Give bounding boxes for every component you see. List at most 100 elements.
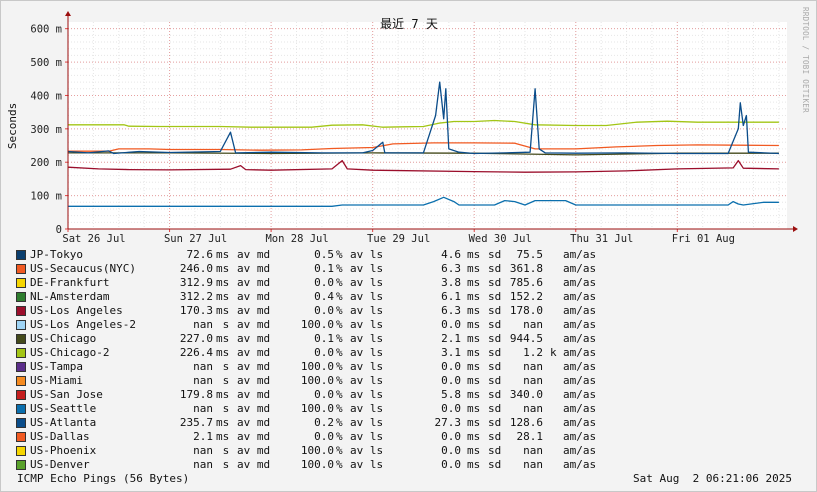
legend-sd: 27.3 <box>434 416 462 429</box>
legend-swatch <box>16 264 26 274</box>
legend-sd: 0.0 <box>441 402 461 415</box>
legend-amas: nan <box>523 318 543 331</box>
legend-series-name: US-Tampa <box>30 360 83 373</box>
legend-loss: 100.0 <box>300 444 334 457</box>
legend-sd-label: sd <box>488 444 502 457</box>
legend-series-name: US-San Jose <box>30 388 103 401</box>
legend-pct: % <box>336 248 343 261</box>
legend-sd-label: sd <box>488 430 502 443</box>
legend-loss: 0.1 <box>314 262 334 275</box>
legend-am-as: am/as <box>563 416 597 429</box>
series-line-us-los-angeles <box>67 159 779 173</box>
legend-av-ls: av ls <box>350 290 384 303</box>
legend-swatch <box>16 278 26 288</box>
legend-av-ls: av ls <box>350 332 384 345</box>
legend-am-as: am/as <box>563 402 597 415</box>
legend-avg-unit: s <box>216 444 230 457</box>
legend-avg-unit: ms <box>216 388 230 401</box>
legend-av-ls: av ls <box>350 416 384 429</box>
legend-loss: 0.0 <box>314 304 334 317</box>
legend-sd-label: sd <box>488 360 502 373</box>
legend-swatch <box>16 362 26 372</box>
legend-avg-unit: ms <box>216 346 230 359</box>
legend-loss: 0.0 <box>314 388 334 401</box>
legend-av-ls: av ls <box>350 374 384 387</box>
legend-avg: nan <box>193 402 213 415</box>
legend-series-name: US-Phoenix <box>30 444 97 457</box>
legend-amas: 178.0 <box>509 304 543 317</box>
legend-pct: % <box>336 318 343 331</box>
legend-av-md: av md <box>237 262 271 275</box>
legend-amas: 28.1 <box>516 430 544 443</box>
legend-swatch <box>16 404 26 414</box>
legend-loss: 0.1 <box>314 332 334 345</box>
legend-sd-unit: ms <box>467 262 481 275</box>
legend-amas: 1.2 <box>523 346 543 359</box>
legend-sd: 6.3 <box>441 304 461 317</box>
x-tick-label: Wed 30 Jul <box>469 233 532 245</box>
legend-am-as: am/as <box>563 318 597 331</box>
legend-avg: 170.3 <box>179 304 213 317</box>
legend-series-name: US-Los Angeles <box>30 304 123 317</box>
legend-series-name: US-Chicago-2 <box>30 346 110 359</box>
legend-amas: nan <box>523 458 543 471</box>
x-tick-label: Fri 01 Aug <box>672 233 735 245</box>
legend-pct: % <box>336 360 343 373</box>
legend-avg-unit: s <box>216 318 230 331</box>
legend-sd: 0.0 <box>441 374 461 387</box>
legend-sd: 6.1 <box>441 290 461 303</box>
legend-avg-unit: ms <box>216 290 230 303</box>
legend-sd: 6.3 <box>441 262 461 275</box>
legend-sd-label: sd <box>488 304 502 317</box>
x-axis-arrow <box>793 226 798 232</box>
legend-sd-label: sd <box>488 262 502 275</box>
legend-av-md: av md <box>237 430 271 443</box>
series-line-us-chicago-2 <box>68 119 779 128</box>
legend-sd: 3.1 <box>441 346 461 359</box>
legend-sd-unit: ms <box>467 444 481 457</box>
legend-amas: 128.6 <box>509 416 543 429</box>
legend-sd-unit: ms <box>467 318 481 331</box>
series-line-us-seattle <box>68 196 779 207</box>
legend-loss: 100.0 <box>300 318 334 331</box>
legend-sd-label: sd <box>488 332 502 345</box>
legend-pct: % <box>336 388 343 401</box>
legend-loss: 100.0 <box>300 402 334 415</box>
legend-am-as: am/as <box>563 290 597 303</box>
legend-amas: 152.2 <box>509 290 543 303</box>
x-tick-label: Sun 27 Jul <box>164 233 227 245</box>
legend-avg-unit: ms <box>216 248 230 261</box>
legend-av-ls: av ls <box>350 388 384 401</box>
legend-sd: 0.0 <box>441 458 461 471</box>
legend-am-as: am/as <box>563 430 597 443</box>
legend-sd: 5.8 <box>441 388 461 401</box>
legend-av-md: av md <box>237 276 271 289</box>
legend-series-name: JP-Tokyo <box>30 248 83 261</box>
y-tick-label: 100 m <box>30 191 62 203</box>
legend-sd-unit: ms <box>467 430 481 443</box>
x-tick-label: Sat 26 Jul <box>62 233 125 245</box>
legend-av-md: av md <box>237 444 271 457</box>
legend-avg: nan <box>193 444 213 457</box>
footer-timestamp: Sat Aug 2 06:21:06 2025 <box>633 472 792 485</box>
legend-avg: nan <box>193 360 213 373</box>
legend-loss: 0.0 <box>314 346 334 359</box>
legend-sd: 0.0 <box>441 430 461 443</box>
legend-amas: 944.5 <box>509 332 543 345</box>
legend-amas: 340.0 <box>509 388 543 401</box>
legend-series-name: US-Seattle <box>30 402 97 415</box>
legend-am-as: am/as <box>563 304 597 317</box>
legend-avg-unit: s <box>216 402 230 415</box>
legend-av-ls: av ls <box>350 402 384 415</box>
legend-am-as: am/as <box>563 276 597 289</box>
legend-av-ls: av ls <box>350 262 384 275</box>
legend-amas: nan <box>523 402 543 415</box>
legend-avg-unit: ms <box>216 304 230 317</box>
legend-am-as: am/as <box>563 248 597 261</box>
legend-pct: % <box>336 430 343 443</box>
legend-avg: 246.0 <box>179 262 213 275</box>
legend-amas: 361.8 <box>509 262 543 275</box>
legend-av-md: av md <box>237 360 271 373</box>
legend-sd-label: sd <box>488 290 502 303</box>
